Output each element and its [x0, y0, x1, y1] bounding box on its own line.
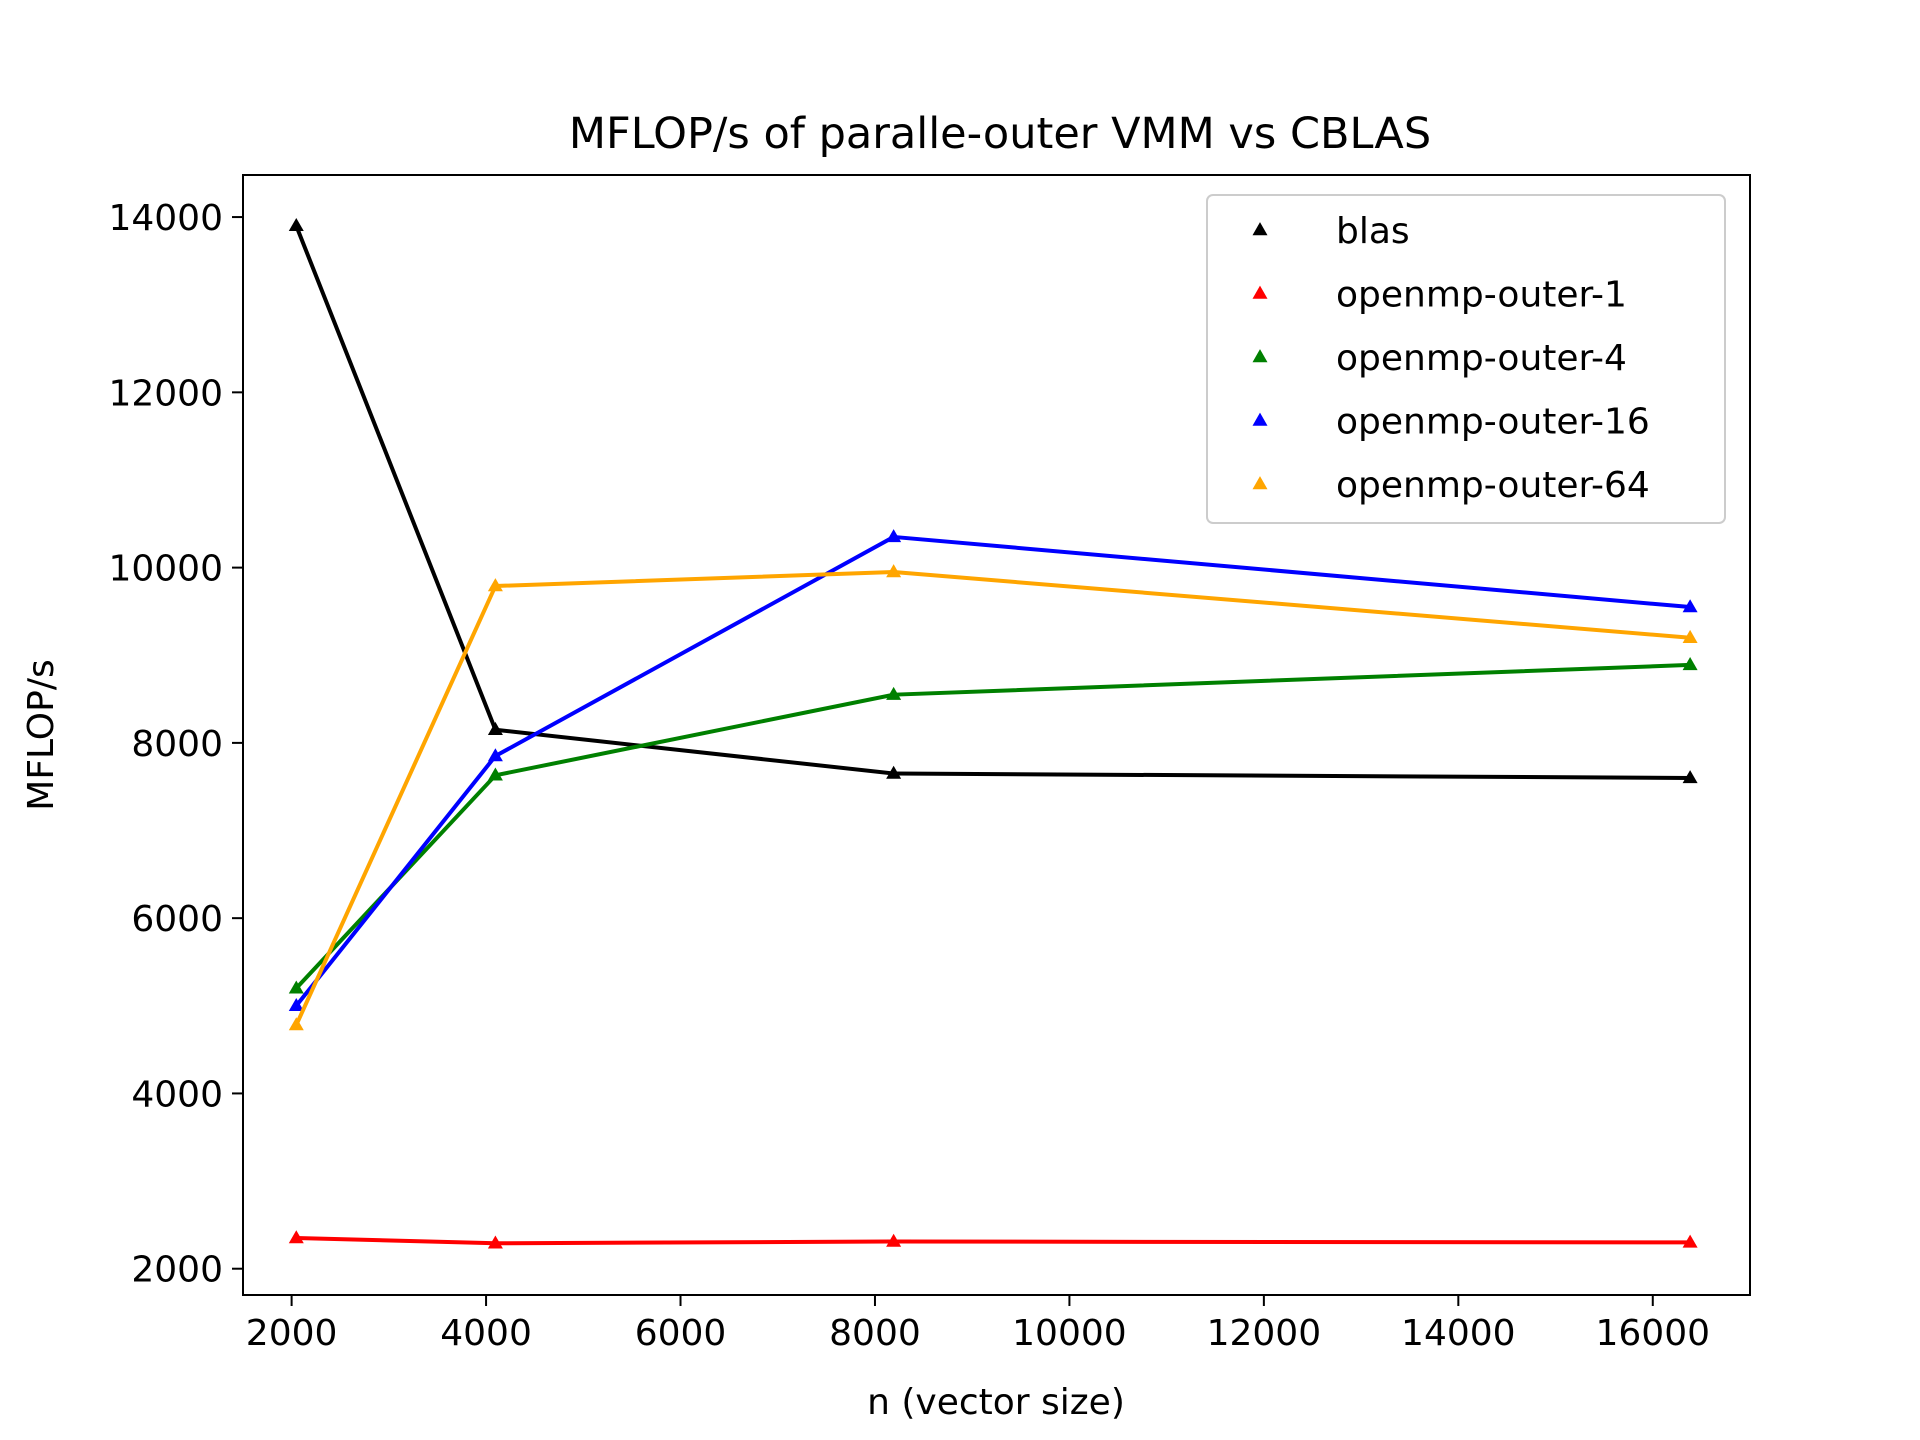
plot-frame [242, 174, 1751, 1296]
data-point [487, 1235, 503, 1249]
data-point [288, 1230, 304, 1244]
legend-box [1206, 194, 1726, 524]
data-point [886, 686, 902, 700]
x-tick-label: 10000 [1012, 1313, 1127, 1354]
legend-item: openmp-outer-64 [1252, 465, 1650, 506]
y-axis-label: MFLOP/s [21, 659, 62, 810]
data-point [886, 564, 902, 578]
legend-label: openmp-outer-1 [1336, 275, 1627, 316]
legend-label: openmp-outer-16 [1336, 402, 1650, 443]
y-axis: 2000 4000 6000 8000 10000 12000 14000 [108, 198, 243, 1291]
legend-label: openmp-outer-64 [1336, 465, 1650, 506]
data-point [288, 980, 304, 994]
data-point [886, 1233, 902, 1247]
legend-item: openmp-outer-4 [1252, 338, 1627, 379]
data-point [1682, 770, 1698, 784]
x-axis: 2000 4000 6000 8000 10000 12000 14000 16000 [246, 1295, 1710, 1354]
series-line [294, 225, 1691, 780]
series-line [294, 534, 1691, 1008]
legend-marker [1252, 285, 1268, 299]
y-tick-label: 8000 [131, 724, 223, 765]
legend-item: openmp-outer-16 [1252, 402, 1650, 443]
data-point [487, 578, 503, 592]
data-point [1682, 629, 1698, 643]
plot-area [288, 217, 1698, 1249]
x-tick-label: 16000 [1596, 1313, 1711, 1354]
chart-title: MFLOP/s of paralle-outer VMM vs CBLAS [569, 109, 1431, 159]
y-tick-label: 10000 [108, 549, 223, 590]
data-point [886, 529, 902, 543]
x-tick-label: 12000 [1207, 1313, 1322, 1354]
data-point [487, 721, 503, 735]
series-blas [288, 217, 1698, 784]
data-point [1682, 657, 1698, 671]
data-point [886, 765, 902, 779]
data-point [288, 1017, 304, 1031]
series-line [294, 569, 1691, 1026]
legend-marker [1252, 412, 1268, 426]
data-point [288, 217, 304, 232]
data-point [1682, 599, 1698, 613]
legend-item: openmp-outer-1 [1252, 275, 1627, 316]
data-point [288, 997, 304, 1012]
x-axis-label: n (vector size) [867, 1382, 1125, 1423]
legend-label: openmp-outer-4 [1336, 338, 1627, 379]
y-tick-label: 12000 [108, 373, 223, 414]
legend-item: blas [1252, 211, 1410, 252]
y-tick-label: 2000 [131, 1250, 223, 1291]
x-tick-label: 2000 [246, 1313, 338, 1354]
legend-marker [1252, 349, 1268, 363]
legend-marker [1252, 222, 1268, 236]
series-openmp-outer-64 [288, 564, 1698, 1031]
data-point [487, 748, 503, 762]
y-tick-label: 6000 [131, 899, 223, 940]
legend-marker [1252, 476, 1268, 490]
series-openmp-outer-1 [288, 1230, 1698, 1249]
data-point [487, 767, 503, 781]
x-tick-label: 4000 [440, 1313, 532, 1354]
x-tick-label: 6000 [635, 1313, 727, 1354]
legend-label: blas [1336, 211, 1410, 252]
data-point [1682, 1234, 1698, 1248]
series-openmp-outer-16 [288, 529, 1698, 1012]
y-tick-label: 14000 [108, 198, 223, 239]
y-tick-label: 4000 [131, 1074, 223, 1115]
x-tick-label: 8000 [829, 1313, 921, 1354]
x-tick-label: 14000 [1401, 1313, 1516, 1354]
series-line [296, 1236, 1691, 1246]
legend: blas openmp-outer-1 openmp-outer-4 openmp-o… [1206, 194, 1726, 524]
